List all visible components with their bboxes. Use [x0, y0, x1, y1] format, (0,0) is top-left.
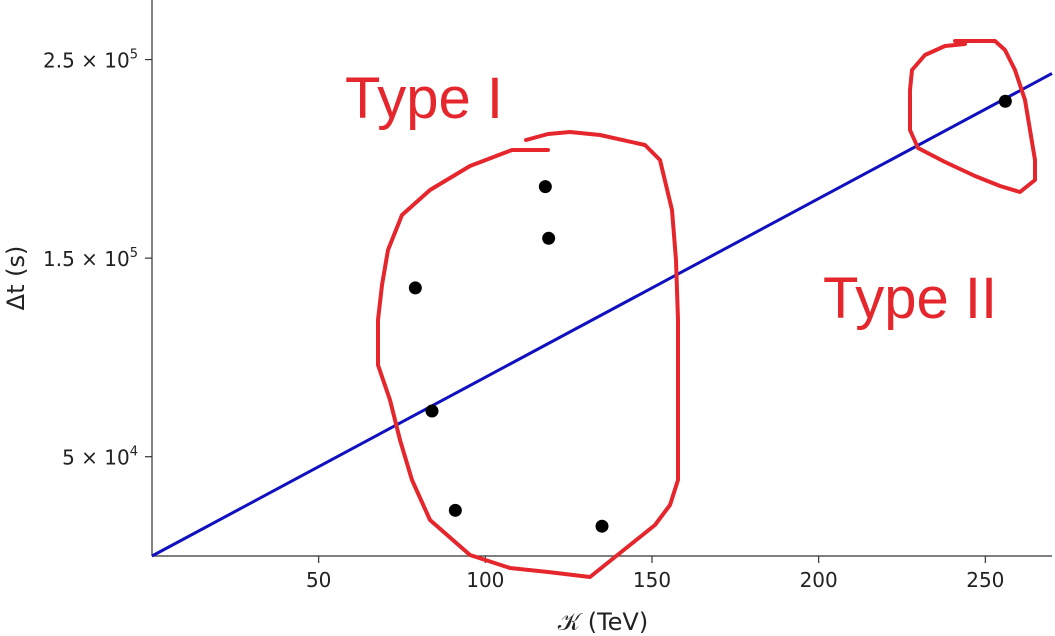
type-i-label: Type I [345, 66, 503, 131]
y-tick-label: 2.5 × 105 [43, 48, 138, 73]
y-axis-title: Δt (s) [2, 246, 30, 311]
type-ii-label: Type II [823, 266, 997, 331]
data-points [408, 94, 1012, 533]
data-point [425, 404, 439, 418]
data-point [538, 180, 552, 194]
x-tick-label: 200 [800, 568, 838, 592]
y-tick-label: 5 × 104 [62, 445, 138, 470]
data-point [542, 231, 556, 245]
data-point [595, 519, 609, 533]
type-i-enclosure [376, 130, 680, 579]
fit-line [151, 72, 1053, 558]
data-point [998, 94, 1012, 108]
ticks: 50 100 150 200 250 5 × 104 1.5 × 105 2.5 × 105 [43, 48, 1004, 592]
y-tick-label: 1.5 × 105 [43, 246, 138, 271]
data-point [408, 281, 422, 295]
x-tick-label: 150 [633, 568, 671, 592]
data-point [448, 503, 462, 517]
axes [151, 0, 1052, 557]
x-tick-label: 250 [966, 568, 1004, 592]
x-tick-label: 100 [466, 568, 504, 592]
x-tick-label: 50 [306, 568, 331, 592]
x-axis-title: 𝒦 (TeV) [558, 608, 648, 636]
type-ii-enclosure [908, 39, 1037, 194]
